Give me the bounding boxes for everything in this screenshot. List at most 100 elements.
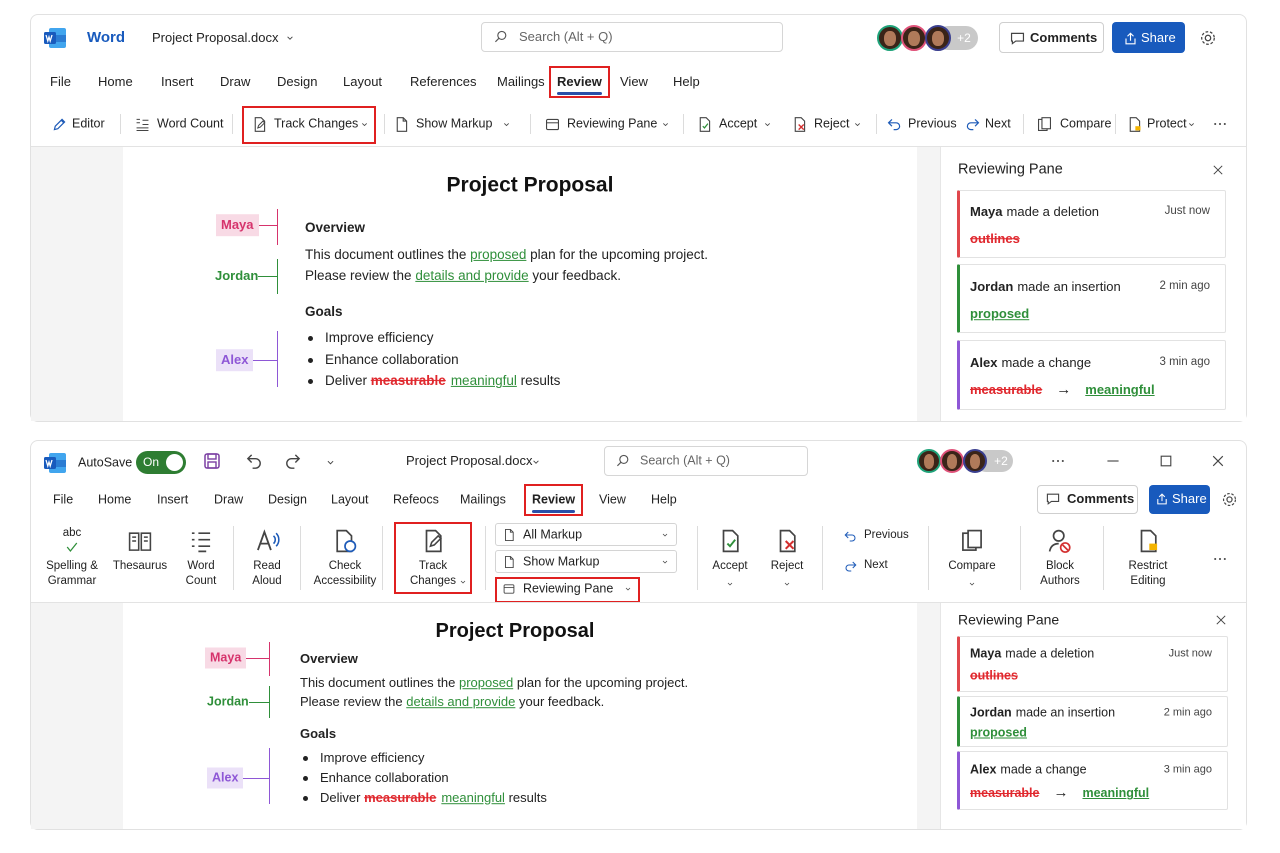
icon-shape: [285, 453, 300, 469]
toolbar-button[interactable]: Next: [985, 116, 1011, 131]
deleted-text: measurable: [970, 382, 1043, 398]
icon-shape: [246, 453, 261, 469]
ribbon-tab[interactable]: Layout: [331, 492, 369, 507]
change-card[interactable]: [957, 696, 1228, 747]
search-box[interactable]: [481, 22, 783, 52]
icon: [425, 529, 442, 553]
toolbar-button[interactable]: Reject: [814, 116, 850, 131]
change-card[interactable]: [957, 264, 1226, 333]
ribbon-tab[interactable]: Refeocs: [393, 492, 439, 507]
change-card[interactable]: [957, 636, 1228, 692]
ribbon-tab[interactable]: File: [53, 492, 74, 507]
search-box[interactable]: [604, 446, 808, 476]
icon-shape: [136, 118, 148, 131]
icon-shape: [497, 30, 507, 40]
ribbon-dropdown[interactable]: Reviewing Pane: [523, 581, 614, 596]
ribbon-tab[interactable]: Design: [277, 74, 318, 90]
ribbon-tab[interactable]: Home: [98, 74, 133, 90]
change-summary: Alex made a change: [970, 355, 1091, 371]
text-run: results: [504, 790, 547, 806]
ribbon-button[interactable]: Block: [1045, 560, 1075, 573]
logo-shape: [49, 460, 66, 467]
toolbar-separator: [683, 114, 684, 134]
ribbon-button[interactable]: Restrict: [1128, 560, 1168, 573]
ribbon-button[interactable]: Spelling &: [46, 560, 98, 573]
ribbon-button[interactable]: Read: [253, 560, 281, 573]
share-button[interactable]: [1149, 485, 1210, 514]
share-button[interactable]: [1112, 22, 1185, 53]
toolbar-button[interactable]: Reviewing Pane: [567, 116, 658, 131]
toolbar-button[interactable]: Track Changes: [274, 116, 359, 131]
close-pane: [1213, 165, 1223, 175]
ribbon-tab[interactable]: References: [410, 74, 477, 90]
ribbon-tab[interactable]: Layout: [343, 74, 383, 90]
ribbon-tab[interactable]: Mailings: [497, 74, 545, 90]
ribbon-tab[interactable]: Design: [268, 492, 307, 507]
text-run: results: [516, 372, 561, 388]
ribbon-button[interactable]: Count: [185, 575, 217, 588]
ribbon-tab[interactable]: Home: [98, 492, 132, 507]
change-bar: [277, 259, 278, 294]
text-run: plan for the upcoming project.: [513, 675, 689, 691]
toolbar-button[interactable]: Accept: [719, 116, 758, 131]
change-time: Just now: [1164, 205, 1210, 218]
highlight-box: [549, 66, 610, 98]
change-card[interactable]: [957, 190, 1226, 258]
change-card[interactable]: [957, 340, 1226, 410]
ribbon-button[interactable]: Check: [328, 560, 362, 573]
toolbar-button[interactable]: Show Markup: [416, 116, 493, 131]
ribbon-tab[interactable]: Draw: [220, 74, 251, 90]
ribbon-tab[interactable]: View: [620, 74, 648, 90]
ribbon-button[interactable]: Thesaurus: [112, 560, 168, 573]
icon-shape: [505, 555, 514, 569]
toolbar-button[interactable]: Previous: [908, 116, 957, 131]
toolbar-separator: [120, 114, 121, 134]
change-arrow: →: [1056, 381, 1072, 399]
toolbar-button[interactable]: Protect: [1147, 116, 1187, 131]
dropdown-box[interactable]: [495, 523, 677, 546]
ribbon-tab[interactable]: Help: [673, 74, 700, 90]
toolbar-button[interactable]: Compare: [1060, 116, 1112, 131]
icon-shape: [1218, 122, 1222, 126]
ribbon-tab[interactable]: File: [50, 74, 71, 90]
icon-shape: [191, 532, 211, 553]
ribbon-button[interactable]: Editing: [1130, 575, 1166, 588]
ribbon-tab[interactable]: Insert: [157, 492, 189, 507]
ribbon-button[interactable]: Authors: [1040, 575, 1080, 588]
ribbon-button[interactable]: Word: [187, 560, 215, 573]
comments-button[interactable]: [999, 22, 1104, 53]
ribbon-tab[interactable]: Mailings: [460, 492, 506, 507]
ribbon-tab[interactable]: Review: [532, 492, 576, 507]
toolbar-button[interactable]: Word Count: [157, 116, 224, 131]
file-name[interactable]: Project Proposal.docx: [152, 30, 279, 46]
ribbon-button[interactable]: Reject: [770, 560, 804, 573]
icon: [254, 116, 265, 132]
ribbon-tab[interactable]: Review: [557, 74, 602, 90]
file-name[interactable]: Project Proposal.docx: [406, 453, 533, 469]
ribbon-dropdown[interactable]: All Markup: [523, 527, 583, 542]
ribbon-button[interactable]: Track: [418, 560, 448, 573]
ribbon-button[interactable]: Compare: [948, 560, 996, 573]
ribbon-button[interactable]: Aloud: [252, 575, 282, 588]
ribbon-button[interactable]: Grammar: [47, 575, 97, 588]
change-summary: Jordan made an insertion: [970, 279, 1121, 295]
ribbon-button[interactable]: Previous: [864, 529, 909, 542]
ribbon-tab[interactable]: Help: [651, 492, 677, 507]
icon-shape: [1010, 32, 1024, 45]
ribbon-tab[interactable]: Draw: [214, 492, 244, 507]
ribbon-button[interactable]: Accessibility: [313, 575, 377, 588]
ribbon-tab[interactable]: View: [599, 492, 626, 507]
toolbar-button[interactable]: Editor: [72, 116, 105, 131]
document-title: Project Proposal: [446, 173, 614, 197]
ribbon-button[interactable]: Changes: [409, 575, 457, 588]
ribbon-tab[interactable]: Insert: [161, 74, 194, 90]
icon: [887, 118, 900, 130]
change-card[interactable]: [957, 751, 1228, 810]
ribbon-button[interactable]: Next: [864, 559, 888, 572]
ribbon-button[interactable]: Accept: [712, 560, 748, 573]
ribbon-dropdown[interactable]: Show Markup: [523, 554, 600, 569]
dropdown-box[interactable]: [495, 550, 677, 573]
change-connector: [246, 658, 269, 659]
comments-button[interactable]: [1037, 485, 1138, 514]
icon-shape: [1149, 543, 1158, 551]
